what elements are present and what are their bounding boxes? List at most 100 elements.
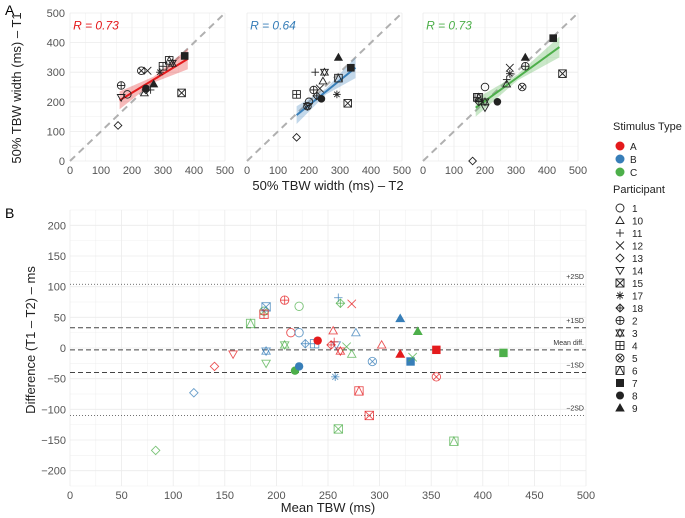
data-point-7 <box>180 52 189 60</box>
legend-shape-15 <box>615 278 625 288</box>
data-point-12-A <box>347 299 357 309</box>
data-point-7 <box>549 34 557 42</box>
data-point-9 <box>520 52 530 61</box>
x-tick-label: 0 <box>67 165 73 177</box>
legend-stimulus-title: Stimulus Type <box>613 121 682 133</box>
y-tick-label: 0 <box>60 343 66 355</box>
data-point-9-B <box>395 313 406 323</box>
data-point-10-A <box>376 339 387 349</box>
legend-label-1: 1 <box>632 204 638 215</box>
data-point-10 <box>318 76 328 85</box>
x-tick-label: 200 <box>476 165 494 177</box>
data-point-9-C <box>412 326 423 336</box>
data-point-4-A <box>259 309 269 319</box>
x-tick-label: 100 <box>445 165 463 177</box>
x-tick-label: 0 <box>67 490 73 502</box>
data-point-6-A <box>354 385 364 396</box>
facet-C: R = 0.73 0 100 200 300 400 500 <box>420 12 587 177</box>
data-point-10-C <box>346 349 357 358</box>
legend-swatch-B <box>615 154 625 164</box>
legend-shape-7 <box>616 379 624 387</box>
legend-shape-12 <box>615 241 625 250</box>
legend-label-B: B <box>630 155 637 166</box>
y-tick-label: −150 <box>41 435 66 447</box>
data-point-6-C <box>449 436 459 446</box>
panel-a-x-axis-title: 50% TBW width (ms) – T2 <box>252 178 403 193</box>
data-point-17 <box>506 69 514 78</box>
legend-shape-6 <box>615 365 625 375</box>
y-tick-label: 300 <box>47 67 65 79</box>
legend-shape-10 <box>615 215 625 224</box>
data-point-8 <box>493 98 502 106</box>
facet-A: R = 0.73 0 100 200 300 400 500 0 100 200 300 400 500 <box>47 8 235 177</box>
reference-line-label: −2SD <box>566 405 584 412</box>
data-point-4 <box>158 62 168 71</box>
y-tick-label: 100 <box>48 282 66 294</box>
fit-line <box>475 46 560 109</box>
legend-label-17: 17 <box>632 292 644 303</box>
y-tick-label: −50 <box>47 374 66 386</box>
data-point-15-C <box>333 424 343 434</box>
x-tick-label: 200 <box>123 165 141 177</box>
y-tick-label: 100 <box>47 126 65 138</box>
data-point-6 <box>334 73 343 83</box>
y-tick-label: −200 <box>41 466 66 478</box>
y-tick-label: 500 <box>47 8 65 20</box>
data-point-18-C <box>335 298 346 309</box>
data-point-3 <box>480 97 490 107</box>
data-point-11-A <box>329 337 339 347</box>
data-point-9-A <box>395 349 406 358</box>
y-tick-label: 150 <box>48 251 66 263</box>
data-point-15 <box>343 99 353 108</box>
x-tick-label: 100 <box>269 165 287 177</box>
data-point-7 <box>347 63 355 72</box>
x-tick-label: 300 <box>154 165 172 177</box>
legend-label-A: A <box>630 142 637 153</box>
data-point-8-B <box>294 362 304 371</box>
legend-label-13: 13 <box>632 254 644 265</box>
data-point-7-C <box>499 348 508 358</box>
x-tick-label: 400 <box>474 490 492 502</box>
data-point-5 <box>303 101 312 111</box>
data-point-12-C <box>408 352 418 362</box>
x-tick-label: 500 <box>569 165 587 177</box>
x-tick-label: 300 <box>507 165 525 177</box>
legend-shape-8 <box>616 391 624 400</box>
data-point-14 <box>302 102 313 111</box>
data-point-10-B <box>350 327 361 337</box>
legend-swatch-C <box>615 167 625 177</box>
data-point-13-C <box>150 445 161 456</box>
x-tick-label: 250 <box>319 490 337 502</box>
legend-shape-4 <box>615 341 625 350</box>
data-point-7-A <box>432 345 441 355</box>
legend-shape-1 <box>615 203 625 213</box>
reference-line-label: Mean diff. <box>553 340 584 347</box>
legend-label-4: 4 <box>632 342 638 353</box>
data-point-5 <box>517 82 527 92</box>
x-tick-label: 50 <box>115 490 127 502</box>
data-point-12 <box>505 63 514 72</box>
data-point-2 <box>309 85 318 95</box>
x-tick-label: 500 <box>216 165 234 177</box>
data-point-15-A <box>364 410 374 421</box>
data-point-3-A <box>335 345 346 357</box>
legend-shape-3 <box>615 328 625 338</box>
legend-label-18: 18 <box>632 304 644 315</box>
data-point-13-A <box>209 361 220 372</box>
x-tick-label: 300 <box>370 490 388 502</box>
x-tick-label: 300 <box>331 165 349 177</box>
data-point-13 <box>468 156 478 166</box>
data-point-18-B <box>300 338 311 349</box>
x-tick-label: 450 <box>525 490 543 502</box>
legend-label-2: 2 <box>632 317 638 328</box>
data-point-5 <box>137 66 146 75</box>
data-point-14-C <box>261 359 272 369</box>
panel-a: R = 0.73 0 100 200 300 400 500 0 100 200 300 400 500… <box>47 8 588 177</box>
legend-label-15: 15 <box>632 279 644 290</box>
data-point-11 <box>311 68 319 76</box>
legend-label-8: 8 <box>632 392 638 403</box>
legend-shape-18 <box>615 303 625 313</box>
data-point-2 <box>116 81 126 90</box>
